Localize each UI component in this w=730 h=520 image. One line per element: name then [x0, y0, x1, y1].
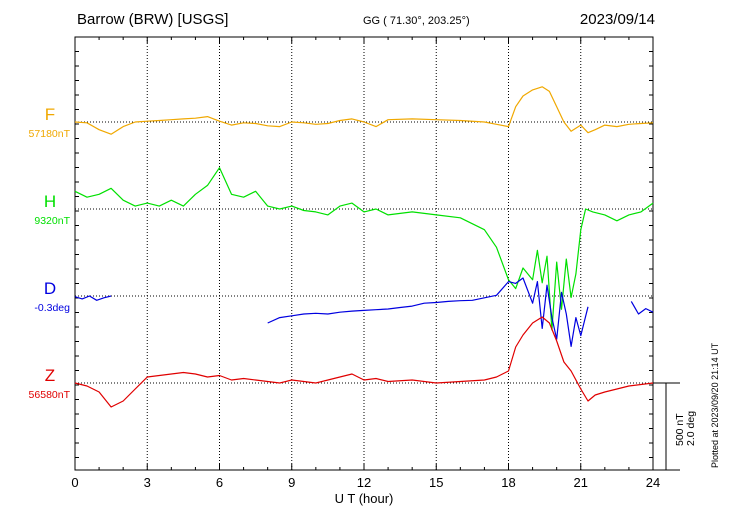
x-tick-label: 18	[501, 475, 515, 490]
series-line-d	[267, 277, 589, 347]
series-baseline-d: -0.3deg	[34, 302, 70, 314]
coords-label: GG ( 71.30°, 203.25°)	[363, 15, 470, 27]
series-label-f: F	[45, 105, 55, 124]
x-tick-label: 15	[429, 475, 443, 490]
series-label-h: H	[44, 192, 56, 211]
x-tick-label: 9	[288, 475, 295, 490]
x-tick-label: 12	[357, 475, 371, 490]
series-line-d	[630, 301, 654, 315]
x-tick-label: 0	[71, 475, 78, 490]
scale-bar-label-nt: 500 nT	[674, 413, 686, 446]
x-tick-label: 21	[574, 475, 588, 490]
series-baseline-f: 57180nT	[29, 128, 71, 140]
x-tick-label: 24	[646, 475, 660, 490]
plotted-at-note: Plotted at 2023/09/20 21:14 UT	[710, 342, 720, 468]
series-label-d: D	[44, 279, 56, 298]
x-tick-label: 3	[144, 475, 151, 490]
series-label-z: Z	[45, 366, 55, 385]
x-axis-label: U T (hour)	[335, 491, 394, 506]
series-baseline-h: 9320nT	[34, 215, 70, 227]
series-line-z	[74, 316, 654, 408]
series-baseline-z: 56580nT	[29, 389, 71, 401]
scale-bar-label-deg: 2.0 deg	[685, 411, 697, 446]
series-line-d	[74, 295, 112, 301]
station-title: Barrow (BRW) [USGS]	[77, 11, 229, 28]
date-label: 2023/09/14	[579, 11, 655, 28]
x-tick-label: 6	[216, 475, 223, 490]
grid-group	[74, 36, 654, 470]
series-line-h	[74, 167, 654, 331]
series-line-f	[74, 86, 654, 135]
